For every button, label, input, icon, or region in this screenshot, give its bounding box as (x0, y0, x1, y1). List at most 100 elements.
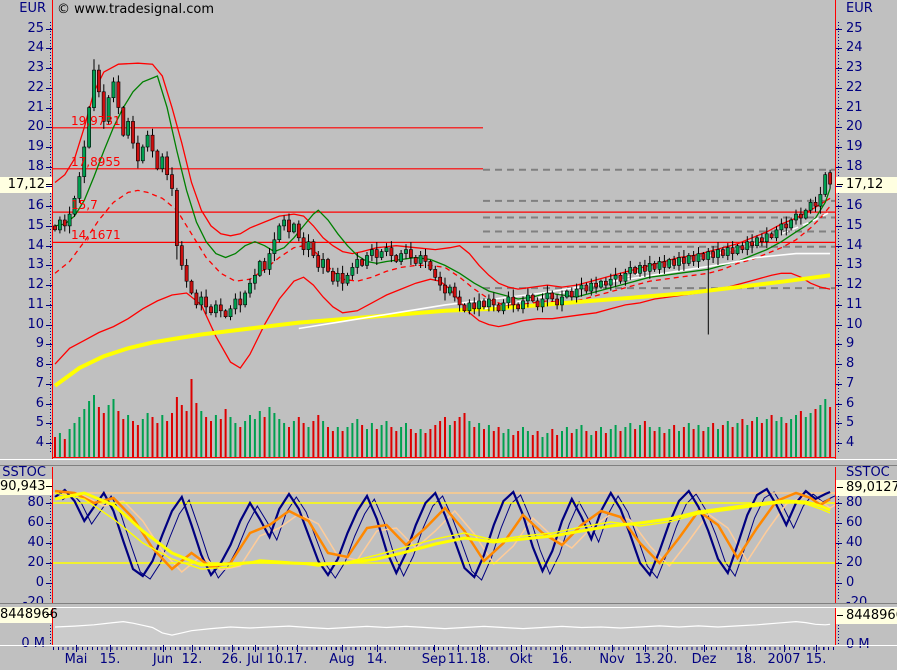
flow-value-badge-left: 8448966 (0, 607, 58, 623)
price-tick-mark (836, 364, 842, 365)
volume-series (54, 379, 832, 457)
sstoc-tick-mark (46, 563, 52, 564)
axis-unit-right: EUR (846, 1, 873, 16)
date-major-tick (377, 645, 378, 652)
price-tick-mark (836, 344, 842, 345)
price-tick-label: 20 (846, 119, 863, 135)
price-tick-mark (46, 404, 52, 405)
level-label: 19,9731 (71, 113, 121, 128)
price-tick-mark (836, 384, 842, 385)
price-tick-label: 5 (846, 415, 855, 431)
sstoc-fast-k-line (54, 487, 831, 579)
sstoc-tick-label: 40 (27, 535, 44, 550)
price-tick-mark (46, 226, 52, 227)
date-label: Mai (64, 652, 88, 667)
price-tick-mark (836, 285, 842, 286)
price-tick-mark (46, 384, 52, 385)
price-tick-mark (46, 127, 52, 128)
price-tick-mark (836, 167, 842, 168)
date-major-tick (480, 645, 481, 652)
last-price-badge-left: 17,12 (0, 177, 52, 193)
sstoc-slow-k-line (54, 489, 831, 571)
date-major-tick (704, 645, 705, 652)
price-tick-mark (836, 246, 842, 247)
main-price-chart[interactable] (53, 0, 835, 459)
price-tick-mark (836, 186, 842, 187)
sstoc-value-badge-right: 89,0127 (836, 480, 897, 496)
price-tick-label: 13 (846, 257, 863, 273)
date-label: Jun (152, 652, 174, 667)
price-tick-mark (46, 206, 52, 207)
price-tick-mark (46, 246, 52, 247)
left-axis-line-sstoc (52, 467, 53, 603)
date-label: 15. (99, 652, 121, 667)
date-major-tick (816, 645, 817, 652)
flow-zero-label-right: 0 M (846, 637, 870, 652)
price-tick-mark (836, 443, 842, 444)
sstoc-right-minor-ticks (838, 490, 839, 600)
price-tick-label: 25 (846, 20, 863, 36)
date-label: Aug (329, 652, 355, 667)
sstoc-oscillator-chart[interactable] (53, 467, 835, 603)
date-major-tick (232, 645, 233, 652)
sstoc-tick-mark (836, 523, 842, 524)
price-tick-mark (46, 443, 52, 444)
date-major-tick (342, 645, 343, 652)
date-label: Okt (509, 652, 533, 667)
date-major-tick (255, 645, 256, 652)
price-tick-mark (46, 147, 52, 148)
price-tick-mark (836, 88, 842, 89)
price-tick-label: 24 (27, 40, 44, 56)
left-axis-line-main (52, 0, 53, 459)
price-tick-label: 22 (27, 79, 44, 95)
price-tick-mark (46, 29, 52, 30)
white-trend-solid-line (298, 252, 831, 330)
price-tick-label: 8 (846, 356, 855, 372)
right-axis-line-sstoc (835, 467, 836, 603)
sstoc-tick-label: 40 (846, 535, 863, 550)
price-tick-mark (46, 305, 52, 306)
candlestick-series (53, 59, 833, 335)
level-label: 17,8955 (71, 154, 121, 169)
price-tick-mark (836, 68, 842, 69)
price-tick-label: 6 (35, 395, 44, 411)
price-tick-label: 4 (35, 434, 44, 450)
money-flow-chart[interactable] (53, 608, 835, 645)
date-label: 10. (266, 652, 288, 667)
price-tick-mark (836, 48, 842, 49)
level-label: 15,7 (71, 198, 98, 213)
price-tick-mark (46, 167, 52, 168)
sstoc-tick-mark (46, 523, 52, 524)
date-major-tick (76, 645, 77, 652)
axis-strip-bevel (0, 645, 897, 646)
sstoc-tick-mark (46, 543, 52, 544)
price-tick-mark (46, 344, 52, 345)
left-axis-line-flow (52, 608, 53, 645)
right-axis-minor-ticks (838, 22, 839, 452)
sstoc-title-left: SSTOC (2, 465, 46, 480)
x-axis-minor-ticks (53, 647, 835, 650)
price-tick-label: 18 (846, 158, 863, 174)
date-label: 2007 (767, 652, 801, 667)
price-axis-right: EUR 252423222120191817161514131211109876… (836, 0, 897, 459)
date-major-tick (192, 645, 193, 652)
date-major-tick (562, 645, 563, 652)
sstoc-tick-mark (836, 583, 842, 584)
price-tick-mark (46, 265, 52, 266)
price-tick-label: 20 (27, 119, 44, 135)
right-axis-line-flow (835, 608, 836, 645)
date-label: 26. (221, 652, 243, 667)
right-axis-line-main (835, 0, 836, 459)
panel-separator-1 (0, 459, 897, 466)
flow-line (54, 620, 831, 636)
date-major-tick (746, 645, 747, 652)
date-major-tick (163, 645, 164, 652)
price-tick-mark (46, 285, 52, 286)
sstoc-tick-mark (836, 503, 842, 504)
green-ma-line (54, 75, 831, 300)
sstoc-tick-mark (46, 503, 52, 504)
price-tick-label: 22 (846, 79, 863, 95)
sstoc-tick-mark (836, 563, 842, 564)
price-tick-label: 19 (846, 139, 863, 155)
panel-separator-2 (0, 603, 897, 608)
